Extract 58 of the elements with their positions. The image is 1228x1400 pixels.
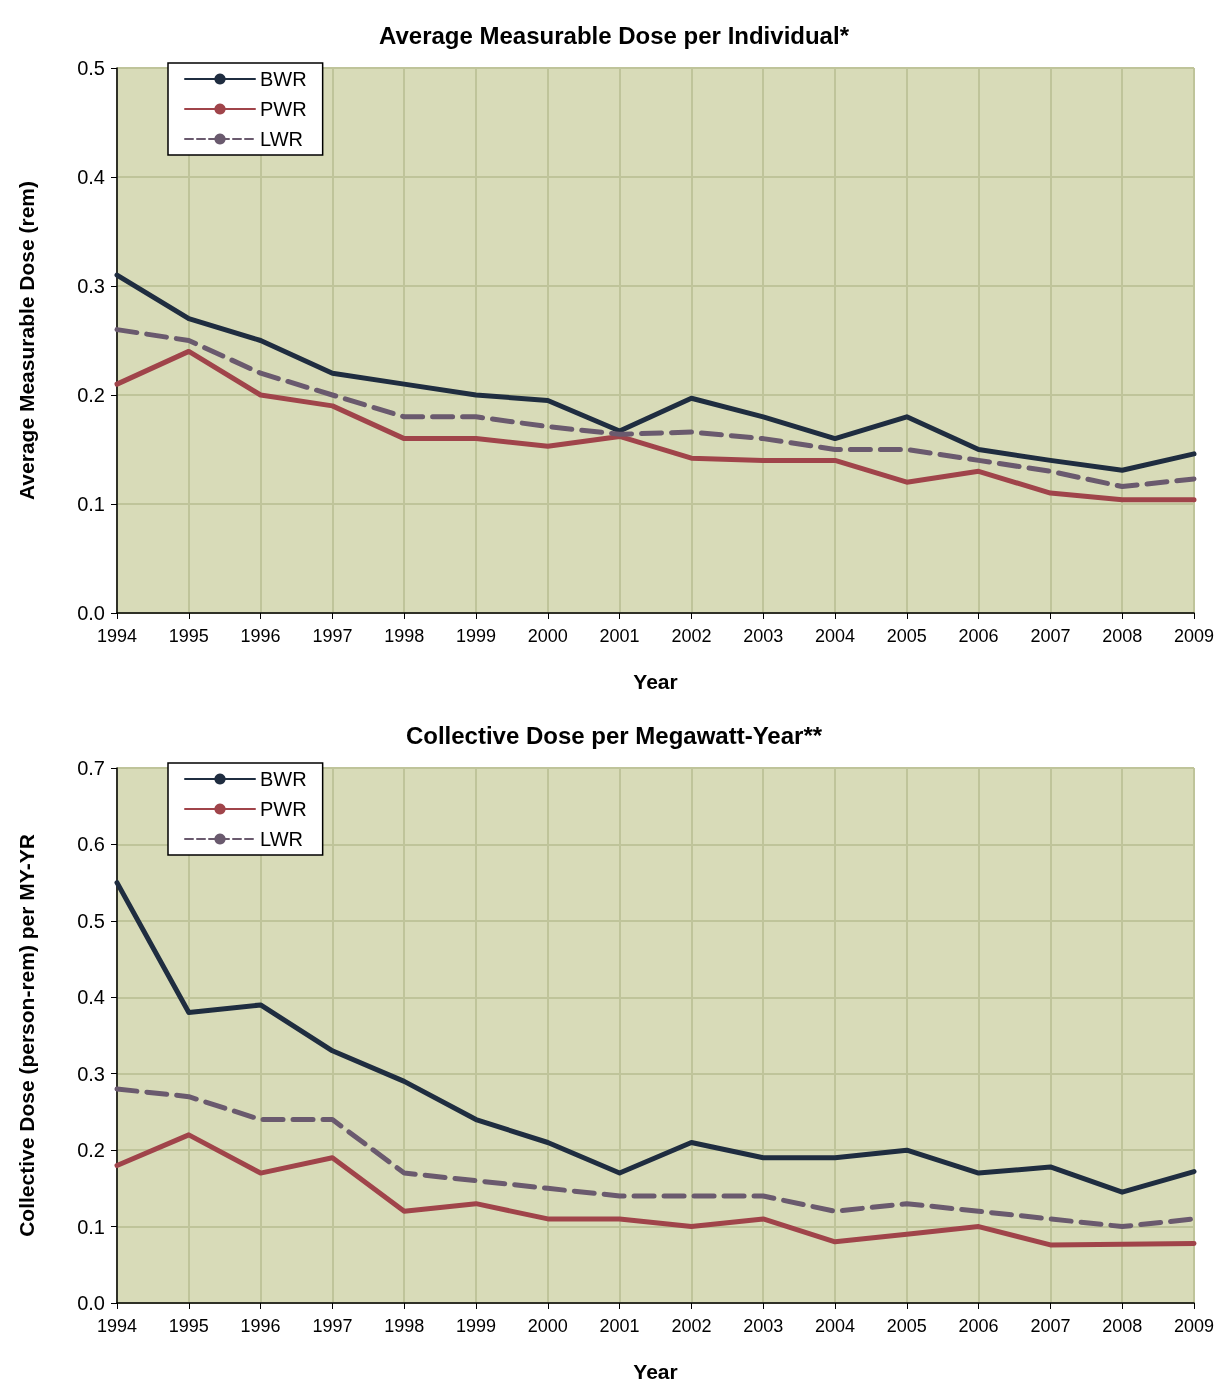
x-tick-label: 1998 [384, 626, 425, 646]
x-tick-label: 2002 [671, 626, 712, 646]
x-tick-label: 2001 [599, 1316, 640, 1336]
y-tick-label: 0.3 [77, 275, 105, 297]
y-tick-label: 0.5 [77, 57, 105, 79]
x-tick-label: 1995 [168, 1316, 209, 1336]
x-tick-label: 1997 [312, 626, 353, 646]
x-tick-label: 1994 [96, 1316, 138, 1336]
x-tick-label: 2009 [1173, 1316, 1215, 1336]
x-tick-label: 2005 [886, 626, 927, 646]
x-tick-label: 1999 [455, 1316, 497, 1336]
y-tick-label: 0.1 [77, 493, 105, 515]
x-axis-title: Year [633, 1360, 678, 1383]
x-tick-label: 1994 [96, 626, 138, 646]
x-tick-label: 1998 [384, 1316, 425, 1336]
y-tick-label: 0.4 [77, 986, 105, 1009]
y-tick-label: 0.0 [77, 602, 105, 624]
x-tick-label: 2004 [814, 1316, 856, 1336]
x-tick-label: 1997 [312, 1316, 353, 1336]
x-tick-label: 2009 [1173, 626, 1215, 646]
x-tick-label: 2005 [886, 1316, 927, 1336]
y-tick-label: 0.0 [77, 1292, 105, 1314]
chart-title: Average Measurable Dose per Individual* [379, 21, 850, 49]
y-tick-label: 0.3 [77, 1062, 105, 1085]
x-tick-label: 2006 [958, 626, 999, 646]
y-tick-label: 0.4 [77, 166, 105, 188]
chart-title: Collective Dose per Megawatt-Year** [405, 721, 823, 749]
x-tick-label: 2008 [1102, 1316, 1143, 1336]
x-tick-label: 1996 [240, 626, 281, 646]
x-tick-label: 2007 [1030, 626, 1071, 646]
x-tick-label: 2000 [527, 1316, 568, 1336]
x-tick-label: 2007 [1030, 1316, 1071, 1336]
legend-label: PWR [260, 98, 307, 120]
y-tick-label: 0.2 [77, 384, 105, 406]
legend-label: BWR [260, 768, 307, 790]
y-axis-title: Average Measurable Dose (rem) [15, 180, 38, 501]
x-tick-label: 2002 [671, 1316, 712, 1336]
legend-label: BWR [260, 68, 307, 90]
x-tick-label: 2008 [1102, 626, 1143, 646]
y-tick-label: 0.5 [77, 909, 105, 932]
x-tick-label: 1996 [240, 1316, 281, 1336]
x-tick-label: 2004 [814, 626, 856, 646]
y-tick-label: 0.7 [77, 757, 105, 779]
x-axis-title: Year [633, 670, 678, 693]
x-tick-label: 2001 [599, 626, 640, 646]
y-tick-label: 0.6 [77, 833, 105, 856]
x-tick-label: 1999 [455, 626, 497, 646]
legend-label: LWR [260, 828, 303, 850]
x-tick-label: 2000 [527, 626, 568, 646]
y-tick-label: 0.1 [77, 1215, 105, 1238]
x-tick-label: 2006 [958, 1316, 999, 1336]
legend-label: PWR [260, 798, 307, 820]
y-axis-title: Collective Dose (person-rem) per MY-YR [15, 834, 38, 1237]
x-tick-label: 2003 [743, 626, 784, 646]
legend-label: LWR [260, 128, 303, 150]
y-tick-label: 0.2 [77, 1139, 105, 1162]
x-tick-label: 2003 [743, 1316, 784, 1336]
x-tick-label: 1995 [168, 626, 209, 646]
